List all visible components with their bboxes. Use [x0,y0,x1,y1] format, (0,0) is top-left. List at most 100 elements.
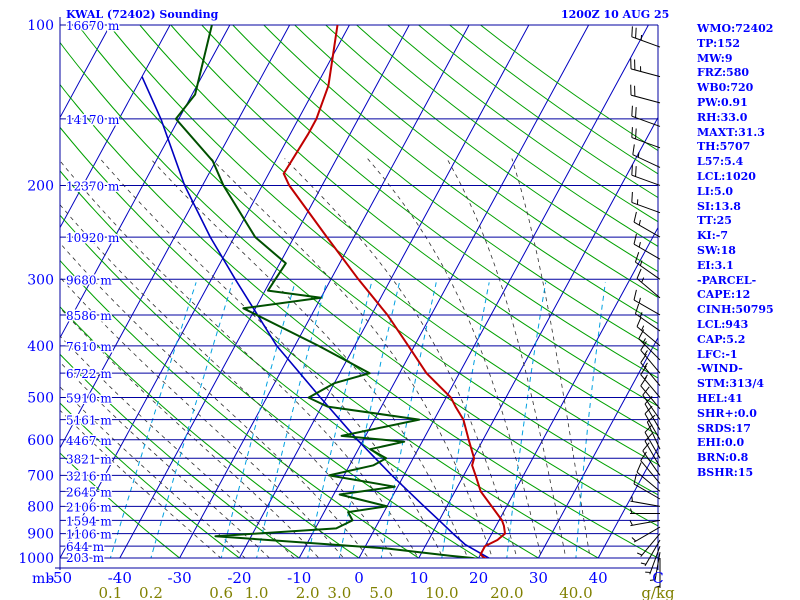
wind-barb-flag [634,303,640,314]
wind-barb-staff [640,349,661,374]
temperature-trace [282,25,506,558]
wind-barb-flag [633,233,637,245]
wind-barb [640,451,661,484]
wind-barb-staff [633,526,661,543]
wind-barb [636,268,661,299]
wind-barb-flag [638,219,641,226]
wind-barb-staff [640,385,661,410]
mixing-ratio-line [307,282,373,558]
index-line: SW:18 [697,243,736,257]
mixing-ratio-tick-label: 10.0 [425,584,458,600]
wind-barb-flag [636,316,642,327]
mixing-ratio-tick-label: 3.0 [327,584,351,600]
dry-adiabat-line [60,452,181,558]
wind-barb [640,353,661,386]
wind-barb-flag [636,462,642,473]
wind-barb [631,526,661,543]
height-label: 8586 m [66,309,112,323]
wind-barb-staff [631,201,661,214]
wind-barb-staff [636,278,661,299]
pressure-tick-label: 1000 [18,551,54,567]
wind-barb-flag [632,144,635,155]
wind-barb-staff [640,460,661,484]
isotherm-line [60,25,111,119]
dry-adiabat-line [60,353,301,558]
mixing-ratio-tick-label: 2.0 [296,584,320,600]
temperature-tick-label: -50 [48,569,72,587]
isotherm-line [238,25,530,558]
wind-barb [642,442,661,476]
index-line: WMO:72402 [697,22,774,35]
index-line: BSHR:15 [697,465,754,479]
index-line: CAPE:12 [697,288,751,302]
wind-barb [630,508,660,514]
wind-barb-flag [642,338,646,344]
wind-barb-flag [644,405,653,415]
wind-barb-flag [635,27,637,39]
wind-barb [631,192,661,214]
index-line: STM:313/4 [697,377,764,391]
wind-barb-staff [654,552,661,582]
wind-barb [633,473,661,500]
wind-barb [632,144,661,168]
mixing-ratio-tick-label: 5.0 [369,584,393,600]
wind-barb-staff [631,174,661,186]
index-line: SI:13.8 [697,199,741,213]
wind-barb-staff [631,36,661,48]
parcel-trace [141,76,491,558]
wind-barb-flag [631,537,637,542]
dry-adiabat-line [324,25,658,273]
wind-barb [640,539,661,567]
wind-barb [640,341,661,374]
wind-barb-flag [639,312,643,318]
wind-barb-staff [646,421,661,450]
plot-frame [55,17,659,570]
wind-barb-flag [638,241,641,248]
dry-adiabat-line [108,25,658,466]
mixing-ratio-line [441,282,490,558]
temperature-tick-label: 20 [469,569,488,587]
wind-barb [636,316,661,347]
dry-adiabat-line [170,25,658,407]
moist-adiabat-line [150,158,469,558]
height-label: 203 m [66,551,105,565]
dry-adiabat-lines [60,25,658,558]
index-line: KI:-7 [697,229,728,243]
mixing-ratio-line [338,282,400,558]
wind-barb-staff [636,471,661,492]
mixing-ratio-tick-label: 0.2 [139,584,163,600]
pressure-tick-label: 100 [27,18,54,34]
height-label: 12370 m [66,179,120,193]
wind-barb-staff [630,94,661,104]
wind-barb-flag [638,329,645,339]
wind-barb-staff [633,243,661,260]
mixing-ratio-tick-label: 0.6 [209,584,233,600]
moist-adiabat-line [60,276,345,558]
pressure-tick-label: 700 [27,468,54,484]
wind-barb [629,519,661,527]
wind-barb [636,462,661,492]
wind-barb-flag [631,26,633,37]
wind-barb-flag [640,451,647,461]
height-label: 4467 m [66,434,112,448]
wind-barb-staff [644,413,661,441]
mixing-ratio-line [256,282,327,558]
wind-barb [637,533,661,557]
pressure-tick-label: 500 [27,391,54,407]
moist-adiabat-line [284,158,518,558]
height-label: 5161 m [66,414,112,428]
wind-barb-staff [644,432,661,459]
isotherm-line [60,25,291,449]
wind-barb-staff [640,374,661,398]
height-label: 1106 m [66,528,112,542]
temperature-tick-label: 0 [354,569,364,587]
moist-adiabat-lines [60,158,591,558]
wind-barb-flag [649,579,656,581]
mixing-ratio-lines [109,282,606,558]
index-line: CAP:5.2 [697,332,746,346]
wind-barb [631,164,661,186]
wind-barb-flag [631,192,633,203]
wind-barb-staff [631,115,661,127]
index-line: HEL:41 [697,391,743,405]
